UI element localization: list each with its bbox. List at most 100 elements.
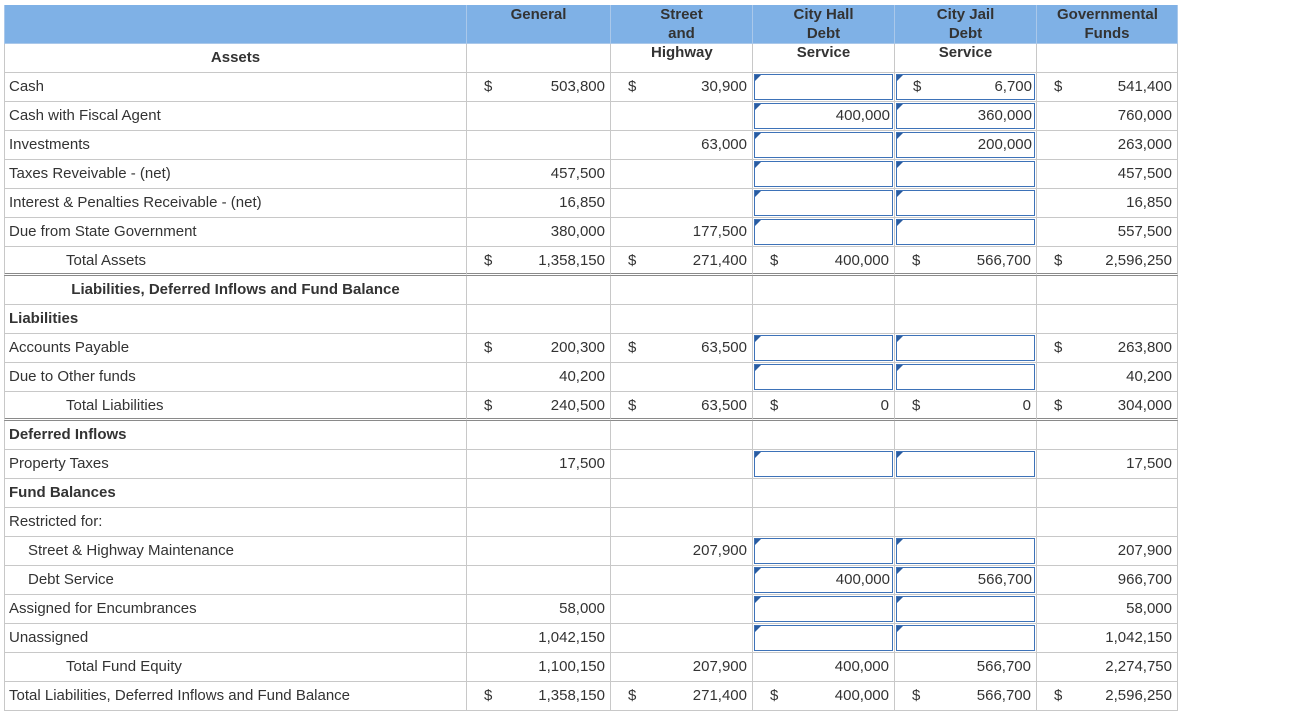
- value-cell: 400,000: [753, 653, 895, 682]
- amount: 1,358,150: [538, 687, 605, 704]
- value-cell: [467, 276, 611, 305]
- currency-sign: $: [1054, 252, 1063, 269]
- value-cell: 400,000: [753, 102, 895, 131]
- currency-sign: $: [1054, 78, 1063, 95]
- input-box[interactable]: [896, 538, 1035, 564]
- input-box[interactable]: [754, 364, 893, 390]
- input-box[interactable]: 566,700: [896, 567, 1035, 593]
- value-cell: [753, 44, 895, 73]
- value-cell: [611, 44, 753, 73]
- value-cell: [1037, 44, 1178, 73]
- value-cell: [895, 508, 1037, 537]
- input-box[interactable]: [896, 335, 1035, 361]
- amount: 2,596,250: [1105, 687, 1172, 704]
- amount: 271,400: [692, 687, 747, 704]
- input-box[interactable]: [896, 219, 1035, 245]
- value-cell: [611, 624, 753, 653]
- value-cell: [895, 421, 1037, 450]
- input-box[interactable]: [754, 219, 893, 245]
- column-header-text: City Jail Debt Service: [936, 6, 995, 61]
- amount: 566,700: [977, 571, 1032, 588]
- value-cell: [1037, 276, 1178, 305]
- currency-sign: $: [628, 252, 637, 269]
- value-cell: [753, 595, 895, 624]
- input-box[interactable]: [754, 596, 893, 622]
- column-header: City Jail Debt Service: [895, 5, 1037, 61]
- value-cell: [753, 218, 895, 247]
- input-box[interactable]: [754, 190, 893, 216]
- currency-sign: $: [912, 252, 921, 269]
- value-cell: [611, 479, 753, 508]
- value-cell: [467, 102, 611, 131]
- value-cell: [611, 189, 753, 218]
- input-box[interactable]: [754, 132, 893, 158]
- value-cell: 58,000: [1037, 595, 1178, 624]
- amount: 40,200: [559, 368, 605, 385]
- value-cell: [753, 363, 895, 392]
- currency-sign: $: [628, 397, 637, 414]
- input-box[interactable]: [754, 451, 893, 477]
- value-cell: $566,700: [895, 247, 1037, 276]
- input-box[interactable]: 200,000: [896, 132, 1035, 158]
- value-cell: [467, 479, 611, 508]
- input-box[interactable]: 400,000: [754, 567, 893, 593]
- value-cell: 760,000: [1037, 102, 1178, 131]
- value-cell: 1,042,150: [467, 624, 611, 653]
- value-cell: $240,500: [467, 392, 611, 421]
- value-cell: [611, 508, 753, 537]
- amount: 2,274,750: [1105, 658, 1172, 675]
- value-cell: [1037, 479, 1178, 508]
- amount: 2,596,250: [1105, 252, 1172, 269]
- currency-sign: $: [628, 339, 637, 356]
- value-cell: 207,900: [1037, 537, 1178, 566]
- amount: 263,000: [1117, 136, 1172, 153]
- input-box[interactable]: [896, 625, 1035, 651]
- input-box[interactable]: 400,000: [754, 103, 893, 129]
- amount: 17,500: [559, 455, 605, 472]
- input-box[interactable]: [896, 190, 1035, 216]
- input-box[interactable]: [896, 161, 1035, 187]
- value-cell: 207,900: [611, 537, 753, 566]
- row-label: Assets: [4, 44, 467, 73]
- value-cell: [895, 334, 1037, 363]
- amount: 40,200: [1126, 368, 1172, 385]
- amount: 271,400: [692, 252, 747, 269]
- input-box[interactable]: [754, 74, 893, 100]
- input-box[interactable]: [896, 596, 1035, 622]
- row-label: Assigned for Encumbrances: [4, 595, 467, 624]
- value-cell: $541,400: [1037, 73, 1178, 102]
- input-box[interactable]: 360,000: [896, 103, 1035, 129]
- row-label: Total Fund Equity: [4, 653, 467, 682]
- amount: 207,900: [692, 542, 747, 559]
- value-cell: [753, 276, 895, 305]
- input-box[interactable]: [754, 625, 893, 651]
- input-box[interactable]: [754, 161, 893, 187]
- input-box[interactable]: [754, 538, 893, 564]
- value-cell: [1037, 305, 1178, 334]
- value-cell: [895, 160, 1037, 189]
- row-label: Cash with Fiscal Agent: [4, 102, 467, 131]
- amount: 16,850: [559, 194, 605, 211]
- input-box[interactable]: [896, 364, 1035, 390]
- amount: 457,500: [1117, 165, 1172, 182]
- amount: 30,900: [701, 78, 747, 95]
- amount: 6,700: [994, 78, 1032, 95]
- input-box[interactable]: [896, 451, 1035, 477]
- amount: 1,042,150: [1105, 629, 1172, 646]
- value-cell: [1037, 508, 1178, 537]
- row-label: Investments: [4, 131, 467, 160]
- value-cell: [753, 421, 895, 450]
- value-cell: 16,850: [1037, 189, 1178, 218]
- value-cell: 200,000: [895, 131, 1037, 160]
- input-box[interactable]: [754, 335, 893, 361]
- value-cell: $1,358,150: [467, 682, 611, 711]
- value-cell: [895, 305, 1037, 334]
- value-cell: [895, 450, 1037, 479]
- amount: 400,000: [835, 107, 890, 124]
- amount: 58,000: [1126, 600, 1172, 617]
- value-cell: 400,000: [753, 566, 895, 595]
- amount: 0: [1022, 397, 1031, 414]
- input-box[interactable]: $6,700: [896, 74, 1035, 100]
